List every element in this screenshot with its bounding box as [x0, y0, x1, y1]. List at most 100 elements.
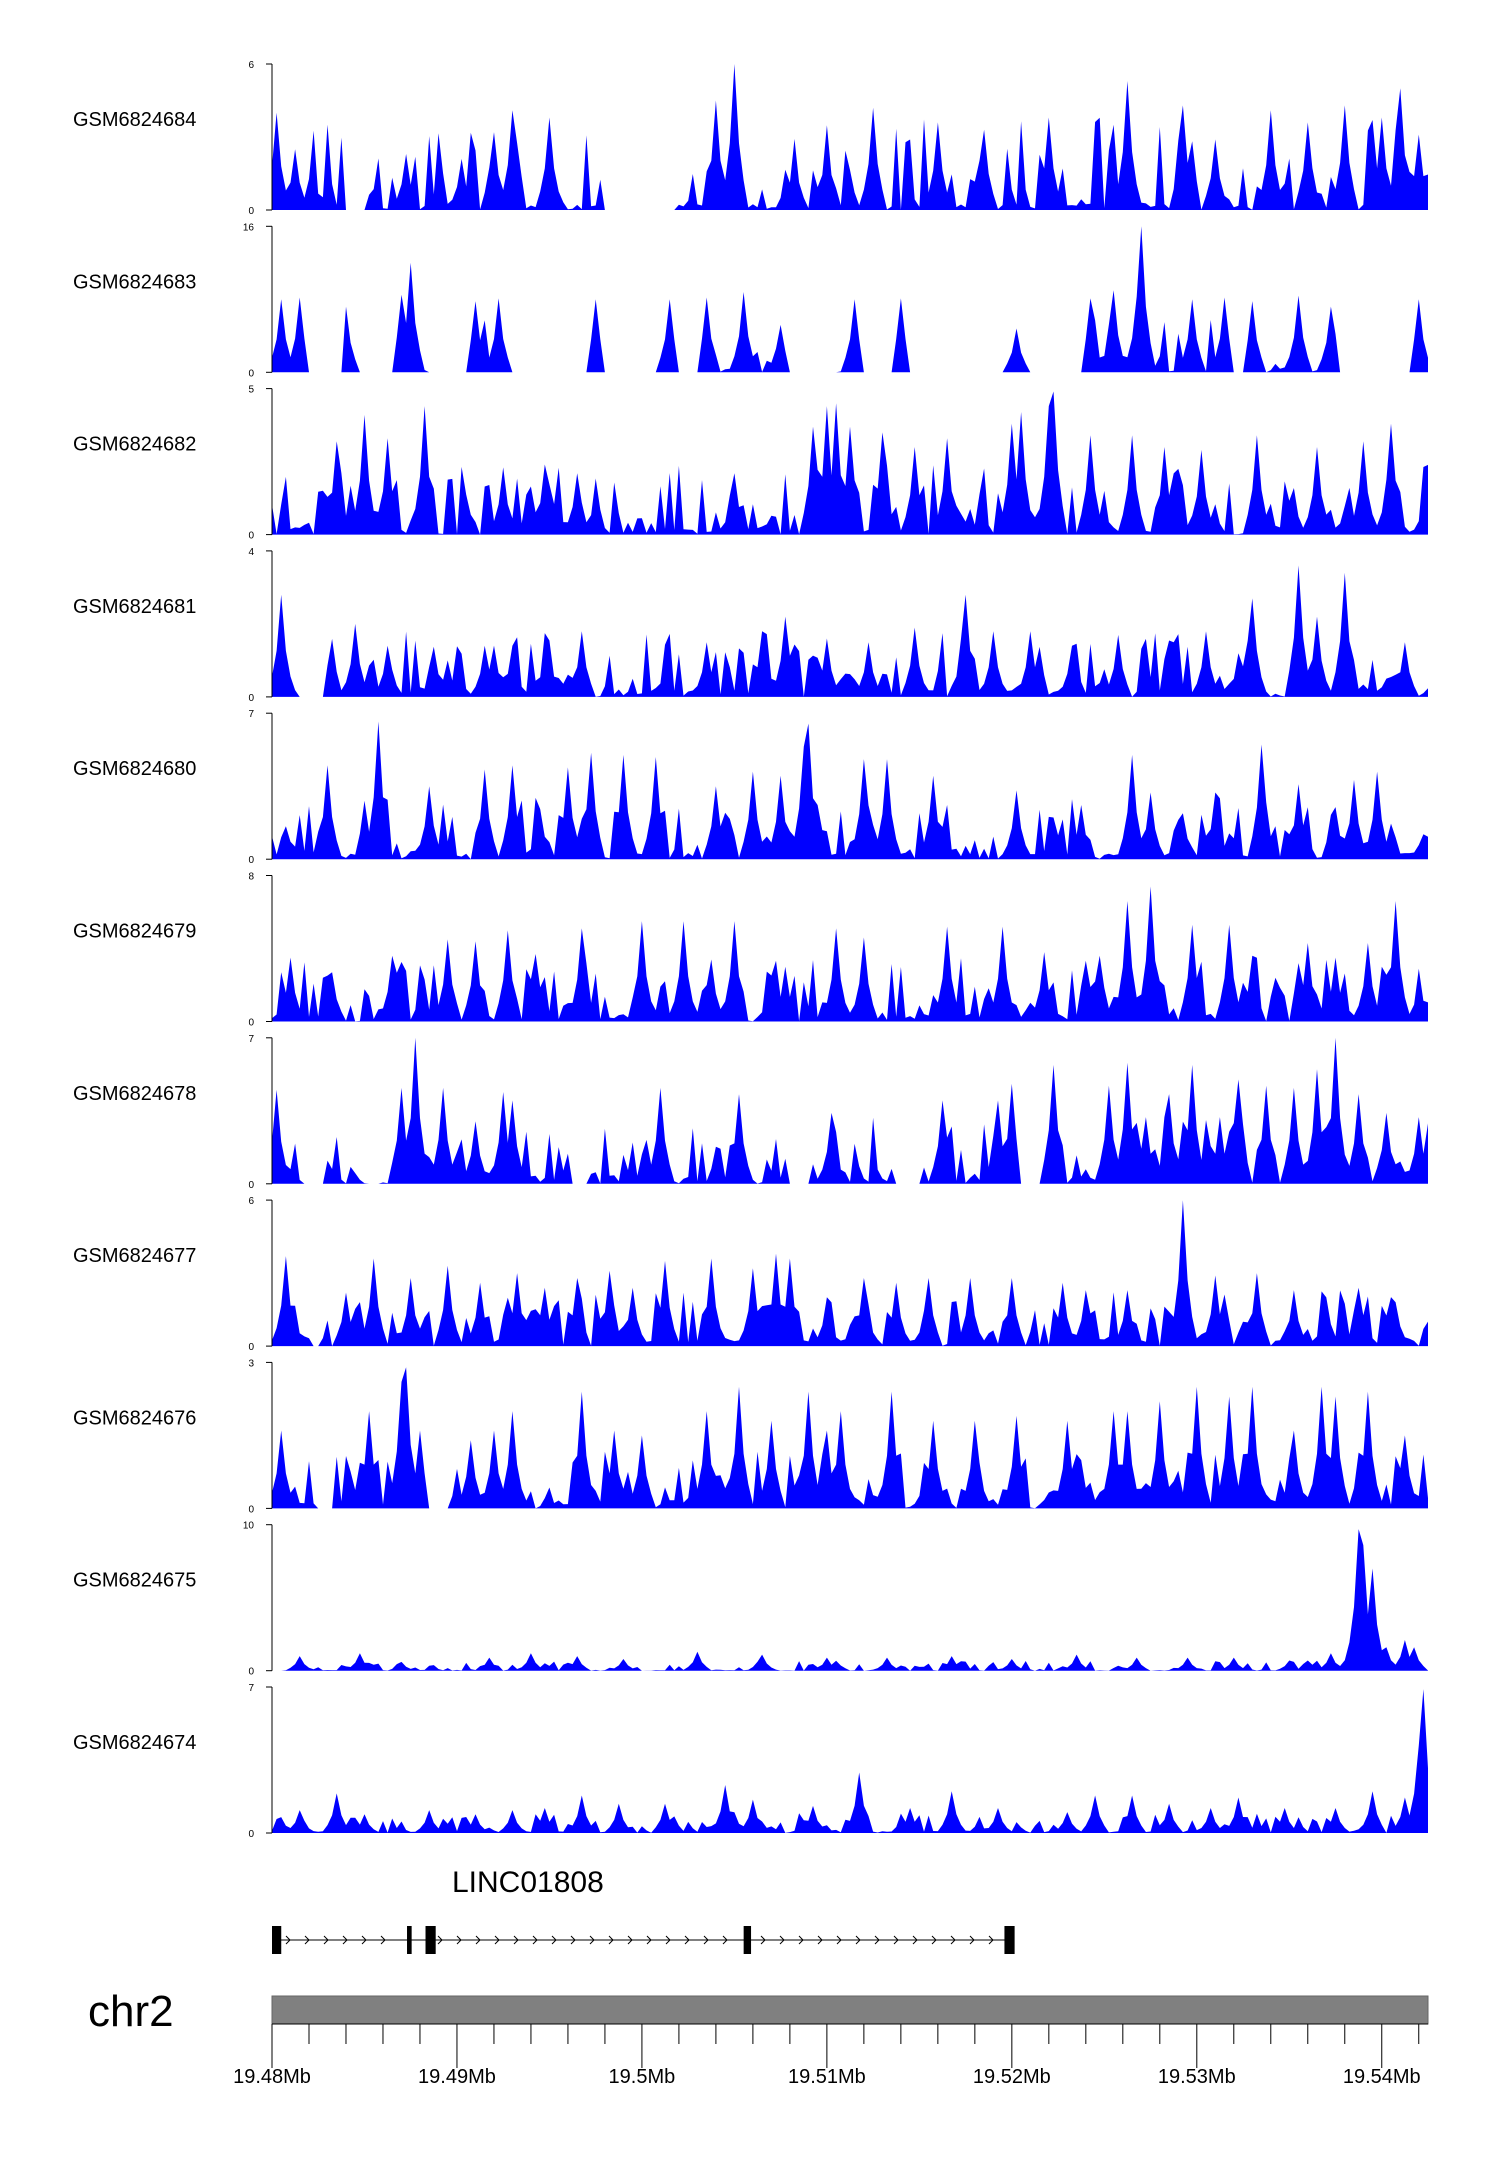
track-label: GSM6824683 [73, 271, 196, 293]
gene-model-LINC01808: LINC01808 [272, 1866, 1015, 1954]
exon [743, 1926, 752, 1954]
track-label: GSM6824681 [73, 596, 196, 618]
x-tick-label: 19.5Mb [609, 2066, 676, 2088]
strand-arrow [456, 1935, 462, 1945]
strand-arrow [589, 1935, 595, 1945]
track-label: GSM6824675 [73, 1570, 196, 1592]
strand-arrow [836, 1935, 842, 1945]
coverage-tracks: 6 0 GSM6824684 16 0 GSM6824683 5 0 GSM6824682 4 0 G… [73, 60, 1428, 1840]
coverage-track-GSM6824682: 5 0 GSM6824682 [73, 385, 1428, 542]
y-tick-label-min: 0 [248, 1504, 254, 1515]
strand-arrow [285, 1935, 291, 1945]
track-label: GSM6824678 [73, 1083, 196, 1105]
y-tick-label-max: 4 [248, 547, 254, 558]
coverage-area-GSM6824680 [272, 721, 1428, 860]
strand-arrow [760, 1935, 766, 1945]
y-tick-label-max: 10 [243, 1521, 255, 1532]
chromosome-label: chr2 [88, 1987, 174, 2036]
strand-arrow [380, 1935, 386, 1945]
strand-arrow [437, 1935, 443, 1945]
track-label: GSM6824682 [73, 434, 196, 456]
x-tick-label: 19.53Mb [1158, 2066, 1236, 2088]
y-tick-label-max: 7 [248, 709, 254, 720]
strand-arrow [323, 1935, 329, 1945]
strand-arrow [627, 1935, 633, 1945]
y-tick-label-min: 0 [248, 1342, 254, 1353]
track-label: GSM6824674 [73, 1732, 196, 1754]
exon [407, 1926, 412, 1954]
y-tick-label-min: 0 [248, 206, 254, 217]
strand-arrow [950, 1935, 956, 1945]
strand-arrow [304, 1935, 310, 1945]
exon [425, 1926, 436, 1954]
coverage-track-GSM6824684: 6 0 GSM6824684 [73, 60, 1428, 217]
coverage-track-GSM6824683: 16 0 GSM6824683 [73, 222, 1428, 379]
coverage-track-GSM6824678: 7 0 GSM6824678 [73, 1034, 1428, 1191]
coverage-area-GSM6824674 [272, 1689, 1428, 1833]
coverage-track-GSM6824677: 6 0 GSM6824677 [73, 1196, 1428, 1353]
strand-arrow [532, 1935, 538, 1945]
y-tick-label-min: 0 [248, 693, 254, 704]
strand-arrow [475, 1935, 481, 1945]
coverage-area-GSM6824675 [272, 1529, 1428, 1671]
strand-arrow [342, 1935, 348, 1945]
x-tick-label: 19.51Mb [788, 2066, 866, 2088]
strand-arrow [703, 1935, 709, 1945]
strand-arrow [779, 1935, 785, 1945]
track-label: GSM6824677 [73, 1245, 196, 1267]
y-tick-label-max: 6 [248, 1196, 254, 1207]
coverage-area-GSM6824683 [272, 226, 1428, 373]
y-tick-label-max: 5 [248, 385, 254, 396]
coverage-area-GSM6824679 [272, 886, 1428, 1022]
coverage-area-GSM6824676 [272, 1367, 1428, 1509]
strand-arrow [361, 1935, 367, 1945]
x-tick-label: 19.49Mb [418, 2066, 496, 2088]
coverage-track-GSM6824679: 8 0 GSM6824679 [73, 872, 1428, 1029]
coverage-track-GSM6824680: 7 0 GSM6824680 [73, 709, 1428, 866]
x-tick-label: 19.54Mb [1343, 2066, 1421, 2088]
coverage-track-GSM6824675: 10 0 GSM6824675 [73, 1521, 1428, 1678]
y-tick-label-max: 8 [248, 872, 254, 883]
strand-arrow [874, 1935, 880, 1945]
y-tick-label-min: 0 [248, 368, 254, 379]
track-label: GSM6824676 [73, 1407, 196, 1429]
coverage-area-GSM6824684 [272, 64, 1428, 210]
y-tick-label-max: 7 [248, 1683, 254, 1694]
x-tick-label: 19.52Mb [973, 2066, 1051, 2088]
strand-arrow [969, 1935, 975, 1945]
strand-arrow [988, 1935, 994, 1945]
strand-arrow [513, 1935, 519, 1945]
strand-arrow [893, 1935, 899, 1945]
strand-arrow [722, 1935, 728, 1945]
strand-arrow [665, 1935, 671, 1945]
strand-arrow [646, 1935, 652, 1945]
y-tick-label-max: 3 [248, 1358, 254, 1369]
y-tick-label-min: 0 [248, 855, 254, 866]
strand-arrow [494, 1935, 500, 1945]
exon [1004, 1926, 1015, 1954]
track-label: GSM6824680 [73, 758, 196, 780]
chromosome-bar [271, 1995, 1429, 2025]
strand-arrow [608, 1935, 614, 1945]
strand-arrow [551, 1935, 557, 1945]
coverage-area-GSM6824678 [272, 1037, 1428, 1184]
y-tick-label-min: 0 [248, 1018, 254, 1029]
gene-name: LINC01808 [452, 1866, 604, 1899]
strand-arrow [684, 1935, 690, 1945]
strand-arrow [570, 1935, 576, 1945]
strand-arrow [912, 1935, 918, 1945]
coverage-track-GSM6824674: 7 0 GSM6824674 [73, 1683, 1428, 1840]
y-tick-label-min: 0 [248, 1667, 254, 1678]
y-tick-label-min: 0 [248, 531, 254, 542]
strand-arrow [931, 1935, 937, 1945]
track-label: GSM6824679 [73, 921, 196, 943]
strand-arrow [798, 1935, 804, 1945]
y-tick-label-max: 7 [248, 1034, 254, 1045]
genomic-x-axis: 19.48Mb 19.49Mb 19.5Mb 19.51Mb 19.52Mb 19.53M… [233, 2023, 1428, 2088]
coverage-area-GSM6824681 [272, 565, 1428, 697]
coverage-area-GSM6824677 [272, 1200, 1428, 1347]
y-tick-label-max: 6 [248, 60, 254, 71]
x-tick-label: 19.48Mb [233, 2066, 311, 2088]
strand-arrow [817, 1935, 823, 1945]
